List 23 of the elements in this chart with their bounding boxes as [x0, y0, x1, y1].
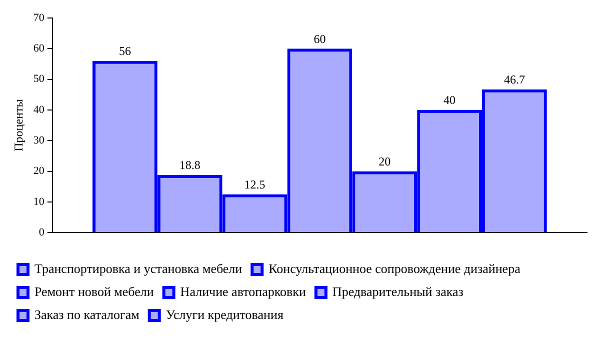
legend-label: Наличие автопарковки	[180, 284, 306, 299]
y-tick-label: 40	[33, 104, 45, 116]
y-tick-label: 60	[33, 42, 45, 55]
data-label: 60	[314, 32, 326, 46]
legend-label: Ремонт новой мебели	[34, 284, 154, 299]
y-tick-label: 0	[38, 226, 45, 238]
legend-label: Услуги кредитования	[166, 306, 284, 322]
legend-label: Предварительный заказ	[332, 284, 464, 299]
data-label: 56	[118, 44, 131, 58]
y-tick-label: 30	[33, 134, 45, 147]
y-tick-label: 70	[33, 12, 45, 24]
data-label: 12.5	[244, 177, 266, 192]
data-label: 20	[378, 154, 391, 168]
data-label: 40	[444, 93, 456, 108]
y-tick-label: 10	[33, 196, 45, 208]
legend-label: Заказ по каталогам	[34, 306, 140, 322]
y-axis-title: Проценты	[11, 99, 26, 152]
data-label: 46.7	[504, 72, 525, 87]
y-tick-label: 20	[33, 165, 45, 178]
y-tick-label: 50	[33, 73, 45, 86]
data-label: 18.8	[179, 158, 200, 172]
legend-label: Консультационное сопровождение дизайнера	[268, 260, 521, 276]
legend-label: Транспортировка и установка мебели	[34, 260, 242, 276]
